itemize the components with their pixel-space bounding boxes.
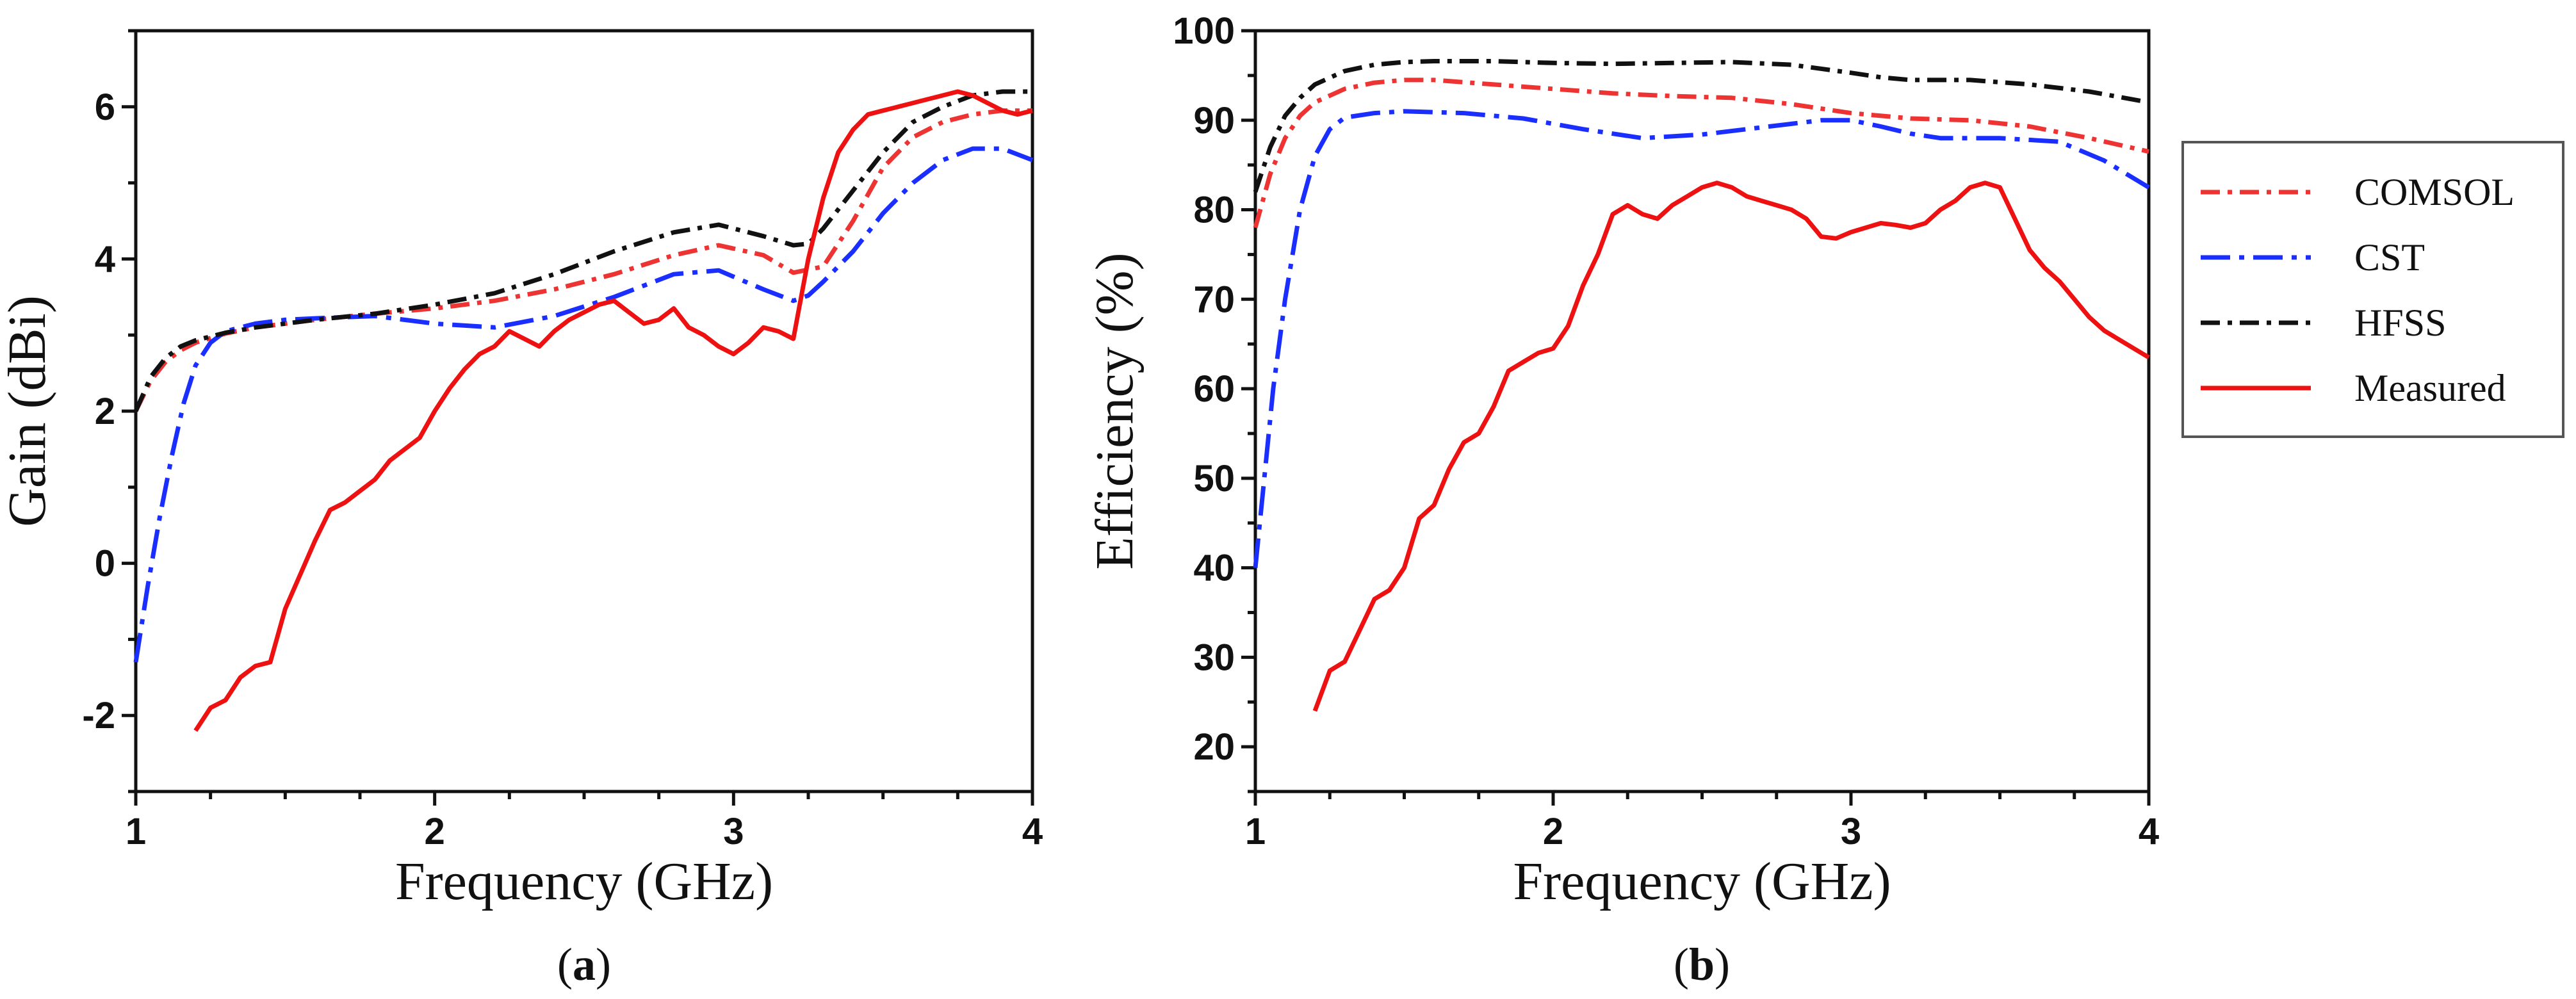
legend: COMSOL CST HFSS Measured (2181, 141, 2564, 438)
series-line-measured (1312, 181, 2150, 712)
legend-label-hfss: HFSS (2354, 302, 2446, 344)
y-tick-label: -2 (82, 695, 115, 736)
legend-label-measured: Measured (2354, 367, 2506, 409)
series-line-comsol (133, 108, 1032, 412)
x-tick-label: 2 (425, 811, 445, 852)
legend-label-comsol: COMSOL (2354, 171, 2515, 213)
y-tick-label: 90 (1193, 100, 1235, 142)
x-tick-label: 2 (1543, 811, 1563, 852)
chart-panel-a: 1 2 3 4 -2 0 2 4 6 Frequency (GHz) Gain (dBi) (a) (0, 29, 1043, 990)
y-tick-label: 40 (1193, 548, 1235, 589)
y-tick-label: 30 (1193, 637, 1235, 678)
y-axis-label: Efficiency (%) (1085, 252, 1145, 569)
x-tick-label: 3 (723, 811, 744, 852)
plot-frame (134, 29, 1034, 793)
y-axis-label: Gain (dBi) (0, 295, 57, 527)
panel-caption: (b) (1674, 939, 1730, 990)
legend-label-cst: CST (2354, 236, 2425, 279)
y-tick-label: 70 (1193, 279, 1235, 320)
series-line-hfss (133, 89, 1032, 412)
y-tick-label: 6 (95, 86, 115, 128)
chart-panel-b: 1 2 3 4 20 30 40 50 60 70 80 90 100 Frequency (GHz) Ef… (1085, 10, 2159, 990)
y-tick-label: 80 (1193, 190, 1235, 231)
series-line-measured (193, 89, 1033, 732)
y-tick-label: 50 (1193, 458, 1235, 499)
x-tick-label: 1 (126, 811, 146, 852)
x-tick-label: 4 (1022, 811, 1043, 852)
series-line-comsol (1253, 77, 2149, 229)
y-tick-label: 20 (1193, 726, 1235, 768)
x-axis-label: Frequency (GHz) (1513, 852, 1891, 911)
y-tick-label: 100 (1173, 10, 1235, 52)
series-line-hfss (1253, 59, 2149, 193)
x-tick-label: 4 (2139, 811, 2159, 852)
series-line-cst (133, 146, 1034, 663)
x-tick-label: 3 (1841, 811, 1861, 852)
y-tick-label: 2 (95, 391, 115, 432)
y-tick-label: 4 (95, 238, 115, 280)
x-axis-label: Frequency (GHz) (395, 852, 773, 911)
y-tick-label: 60 (1193, 368, 1235, 410)
y-tick-label: 0 (95, 543, 115, 585)
panel-letter: a (573, 939, 596, 990)
x-tick-label: 1 (1245, 811, 1266, 852)
plot-frame (1253, 29, 2151, 793)
panel-caption: (a) (557, 939, 611, 990)
series-line-cst (1253, 109, 2150, 568)
panel-letter: b (1689, 939, 1715, 990)
